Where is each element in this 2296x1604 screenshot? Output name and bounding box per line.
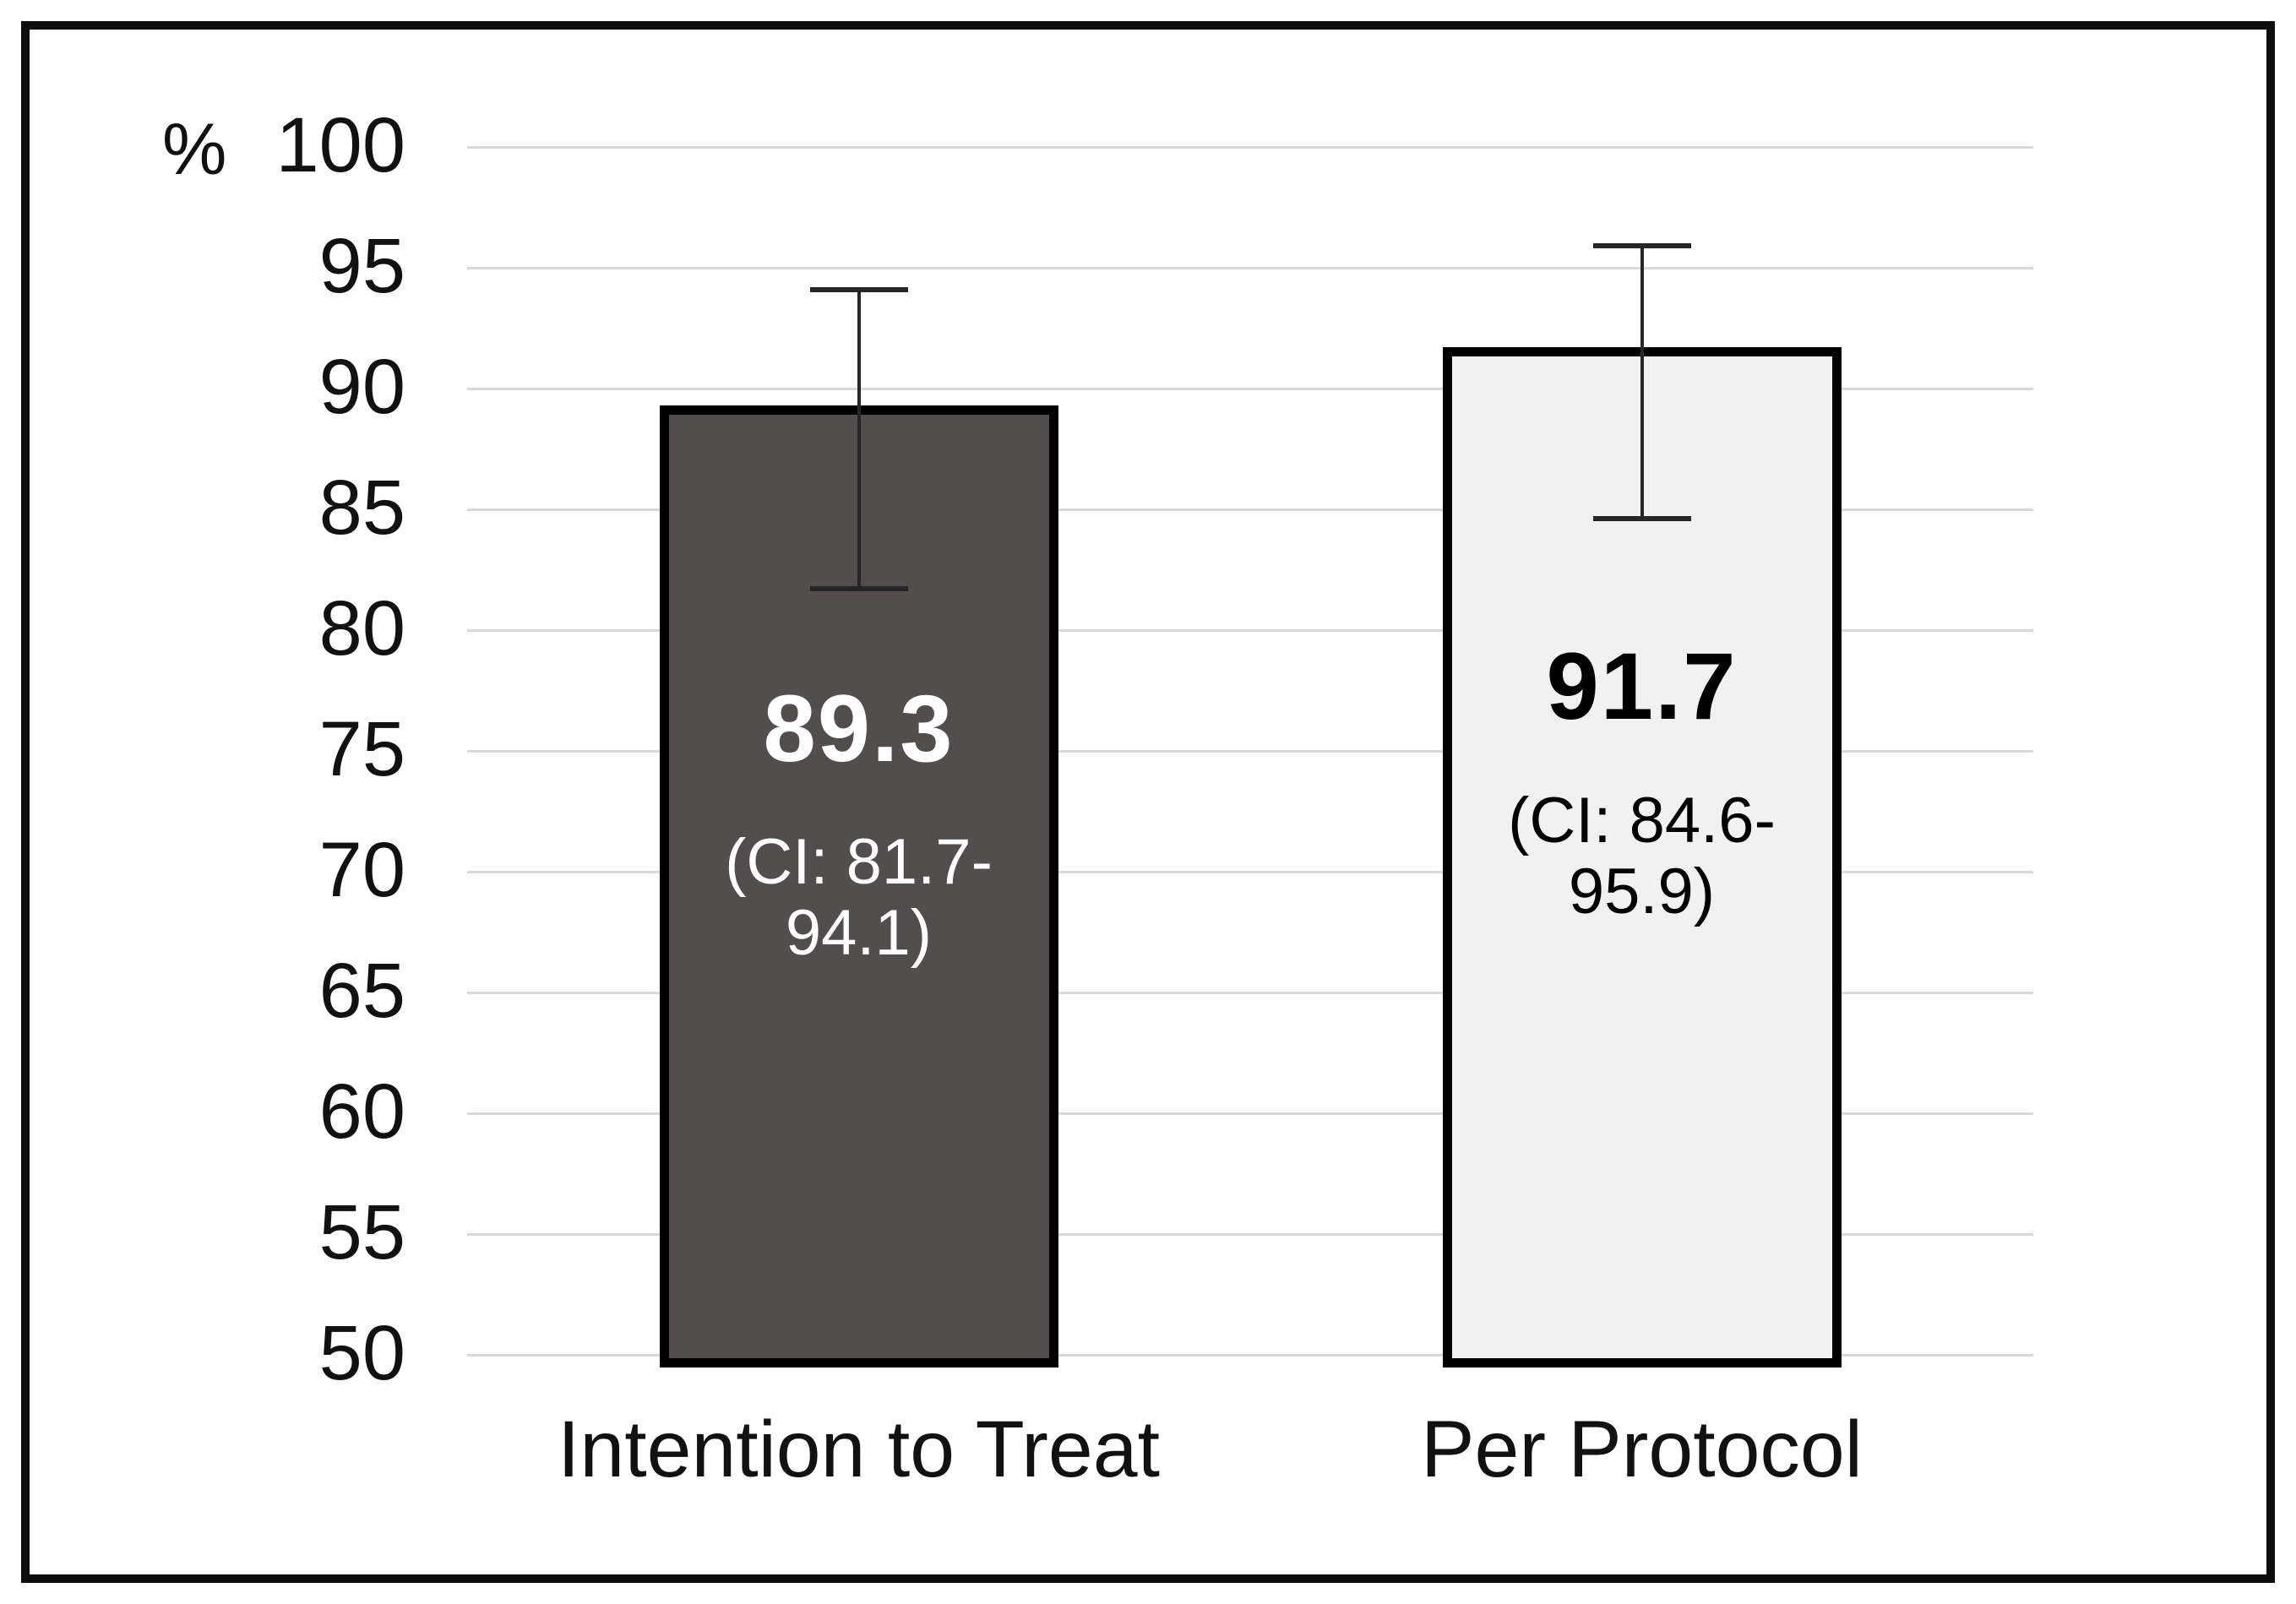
y-tick-label: 70 — [318, 827, 405, 914]
y-tick-label: 75 — [318, 706, 405, 793]
y-tick-label: 90 — [318, 344, 405, 431]
gridline — [467, 267, 2033, 269]
gridline — [467, 1354, 2033, 1357]
y-tick-label: 50 — [318, 1310, 405, 1397]
gridline — [467, 508, 2033, 511]
y-tick-label: 65 — [318, 948, 405, 1035]
bar-ci-label: (CI: 81.7-94.1) — [725, 826, 993, 969]
y-tick-label: 80 — [318, 585, 405, 672]
figure-border — [21, 21, 2275, 1583]
gridline — [467, 750, 2033, 753]
bar-label-group: 91.7 (CI: 84.6-95.9) — [1452, 637, 1832, 927]
y-tick-label: 60 — [318, 1068, 405, 1155]
y-tick-label: 100 — [275, 102, 406, 189]
gridline — [467, 1112, 2033, 1115]
error-bar-line — [857, 289, 861, 590]
gridline — [467, 388, 2033, 390]
bar-value-label: 89.3 — [763, 675, 955, 781]
x-axis-label-intention-to-treat: Intention to Treat — [558, 1405, 1160, 1494]
gridline — [467, 992, 2033, 994]
bar-ci-label: (CI: 84.6-95.9) — [1508, 784, 1776, 927]
error-bar-cap-top — [809, 286, 908, 292]
gridline — [467, 871, 2033, 873]
bar-value-label: 91.7 — [1546, 633, 1738, 740]
y-axis-unit-label: % — [162, 109, 227, 190]
x-axis-label-per-protocol: Per Protocol — [1421, 1405, 1863, 1494]
error-bar-line — [1640, 246, 1644, 519]
error-bar-cap-bottom — [1592, 516, 1691, 522]
gridline — [467, 146, 2033, 149]
y-tick-label: 55 — [318, 1189, 405, 1276]
error-bar-cap-bottom — [809, 586, 908, 592]
bar-label-group: 89.3 (CI: 81.7-94.1) — [669, 679, 1049, 969]
gridline — [467, 629, 2033, 632]
y-tick-label: 85 — [318, 465, 405, 552]
gridline — [467, 1233, 2033, 1236]
error-bar-cap-top — [1592, 243, 1691, 249]
y-tick-label: 95 — [318, 223, 405, 310]
